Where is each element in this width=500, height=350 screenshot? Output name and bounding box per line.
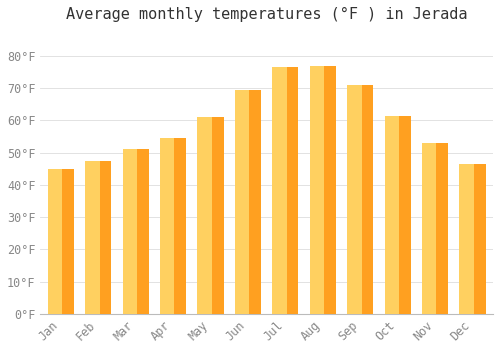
Bar [122,149,137,314]
Bar [310,65,336,314]
Bar [160,138,174,314]
Bar [422,143,436,314]
Bar [272,67,286,314]
Bar [310,65,324,314]
Bar [422,143,448,314]
Bar [384,116,410,314]
Bar [347,85,362,314]
Bar [347,85,374,314]
Bar [85,161,100,314]
Bar [460,164,485,314]
Bar [198,117,212,314]
Bar [122,149,149,314]
Title: Average monthly temperatures (°F ) in Jerada: Average monthly temperatures (°F ) in Je… [66,7,468,22]
Bar [160,138,186,314]
Bar [384,116,399,314]
Bar [48,169,62,314]
Bar [272,67,298,314]
Bar [198,117,224,314]
Bar [235,90,250,314]
Bar [48,169,74,314]
Bar [460,164,474,314]
Bar [235,90,261,314]
Bar [85,161,112,314]
